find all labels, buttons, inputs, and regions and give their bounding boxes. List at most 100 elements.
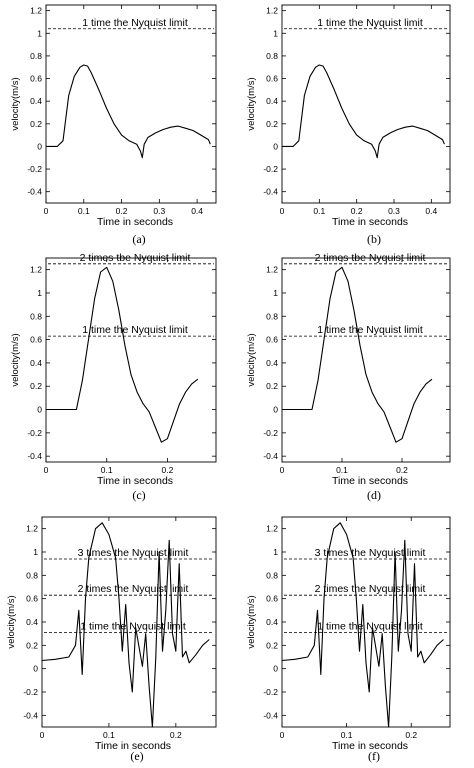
velocity-series-line bbox=[282, 64, 445, 159]
y-tick-label: 0.6 bbox=[30, 74, 42, 84]
x-axis-label: Time in seconds bbox=[95, 740, 171, 752]
y-tick-label: 0.4 bbox=[30, 358, 42, 368]
y-tick-label: 0.4 bbox=[266, 358, 278, 368]
panel-caption: (e) bbox=[130, 749, 143, 763]
velocity-series-line bbox=[281, 522, 444, 728]
y-axis-label: velocity(m/s) bbox=[10, 333, 21, 386]
x-tick-label: 0.1 bbox=[336, 465, 348, 475]
nyquist-limit-label: 1 time the Nyquist limit bbox=[317, 621, 423, 633]
x-tick-label: 0 bbox=[280, 206, 285, 216]
y-tick-label: 1 bbox=[273, 547, 278, 557]
nyquist-limit-label: 3 times the Nyquist limit bbox=[78, 547, 189, 559]
y-tick-label: 0.6 bbox=[266, 335, 278, 345]
y-tick-label: 0.2 bbox=[266, 381, 278, 391]
y-tick-label: -0.2 bbox=[23, 687, 38, 697]
y-tick-label: -0.4 bbox=[27, 451, 42, 461]
x-tick-label: 0.4 bbox=[425, 206, 437, 216]
y-tick-label: 0.8 bbox=[266, 311, 278, 321]
plot-frame bbox=[281, 4, 451, 204]
y-tick-label: 0 bbox=[37, 141, 42, 151]
velocity-series-line bbox=[46, 64, 211, 159]
x-axis-label: Time in seconds bbox=[97, 216, 173, 228]
x-tick-label: 0.4 bbox=[191, 206, 203, 216]
x-tick-label: 0.2 bbox=[162, 465, 174, 475]
y-axis-label: velocity(m/s) bbox=[246, 595, 257, 648]
y-tick-label: 0 bbox=[33, 664, 38, 674]
x-tick-label: 0 bbox=[44, 465, 49, 475]
y-tick-label: 0.8 bbox=[266, 51, 278, 61]
x-tick-label: 0.2 bbox=[351, 206, 363, 216]
y-tick-label: 1.2 bbox=[30, 265, 42, 275]
nyquist-limit-label: 1 time the Nyquist limit bbox=[80, 621, 186, 633]
y-tick-label: 0.2 bbox=[30, 381, 42, 391]
nyquist-limit-label: 1 time the Nyquist limit bbox=[82, 17, 188, 29]
y-tick-label: -0.2 bbox=[263, 164, 278, 174]
y-tick-label: 1.2 bbox=[26, 524, 38, 534]
y-tick-label: 1.2 bbox=[266, 265, 278, 275]
y-tick-label: 0.6 bbox=[30, 335, 42, 345]
x-tick-label: 0.2 bbox=[405, 730, 417, 740]
y-axis-label: velocity(m/s) bbox=[246, 77, 257, 130]
y-tick-label: -0.4 bbox=[27, 187, 42, 197]
y-tick-label: 0.2 bbox=[26, 640, 38, 650]
y-tick-label: 1.2 bbox=[266, 524, 278, 534]
plot-frame bbox=[45, 257, 217, 463]
nyquist-limit-label: 1 time the Nyquist limit bbox=[317, 324, 423, 336]
y-axis-label: velocity(m/s) bbox=[6, 595, 17, 648]
y-tick-label: 0.2 bbox=[266, 119, 278, 129]
x-tick-label: 0.1 bbox=[78, 206, 90, 216]
x-tick-label: 0 bbox=[280, 730, 285, 740]
y-tick-label: 0.6 bbox=[266, 594, 278, 604]
y-tick-label: 1.2 bbox=[266, 6, 278, 16]
x-axis-label: Time in seconds bbox=[332, 740, 408, 752]
x-tick-label: 0.2 bbox=[396, 465, 408, 475]
x-tick-label: 0.2 bbox=[116, 206, 128, 216]
plot-frame bbox=[45, 4, 217, 204]
x-axis-label: Time in seconds bbox=[332, 216, 408, 228]
nyquist-limit-label: 2 times tbe Nyquist limit bbox=[315, 252, 426, 264]
y-tick-label: -0.4 bbox=[263, 451, 278, 461]
y-tick-label: -0.4 bbox=[263, 710, 278, 720]
y-tick-label: 0 bbox=[273, 664, 278, 674]
y-tick-label: 1 bbox=[37, 288, 42, 298]
x-tick-label: 0 bbox=[280, 465, 285, 475]
y-axis-label: velocity(m/s) bbox=[10, 77, 21, 130]
y-tick-label: -0.2 bbox=[27, 428, 42, 438]
x-tick-label: 0 bbox=[40, 730, 45, 740]
y-tick-label: 0.4 bbox=[30, 96, 42, 106]
velocity-series-line bbox=[41, 522, 210, 728]
panel-caption: (d) bbox=[367, 488, 381, 502]
velocity-series-line bbox=[282, 266, 433, 443]
y-axis-label: velocity(m/s) bbox=[246, 333, 257, 386]
panel-caption: (b) bbox=[367, 232, 381, 246]
y-tick-label: 0.8 bbox=[266, 570, 278, 580]
x-tick-label: 0.1 bbox=[313, 206, 325, 216]
x-tick-label: 0.1 bbox=[101, 465, 113, 475]
x-tick-label: 0.2 bbox=[170, 730, 182, 740]
y-tick-label: -0.4 bbox=[23, 710, 38, 720]
y-tick-label: 0.4 bbox=[26, 617, 38, 627]
velocity-series-line bbox=[46, 266, 199, 443]
x-tick-label: 0 bbox=[44, 206, 49, 216]
y-tick-label: 0 bbox=[273, 405, 278, 415]
x-tick-label: 0.3 bbox=[388, 206, 400, 216]
panel-b: -0.4 -0.2 0 0.2 0.4 0.6 0.8 1 1.2 0 0.1 0.2 0.3 0.4 Ti… bbox=[246, 4, 451, 246]
y-tick-label: 0 bbox=[273, 141, 278, 151]
y-tick-label: 1 bbox=[273, 28, 278, 38]
x-tick-label: 0.3 bbox=[153, 206, 165, 216]
y-tick-label: 0.2 bbox=[266, 640, 278, 650]
y-tick-label: 0.4 bbox=[266, 96, 278, 106]
y-tick-label: -0.2 bbox=[263, 428, 278, 438]
panel-caption: (c) bbox=[132, 488, 145, 502]
y-tick-label: 1.2 bbox=[30, 6, 42, 16]
y-tick-label: 0.2 bbox=[30, 119, 42, 129]
y-tick-label: 0.6 bbox=[266, 74, 278, 84]
y-tick-label: 0.8 bbox=[26, 570, 38, 580]
y-tick-label: 0.4 bbox=[266, 617, 278, 627]
y-tick-label: 0.8 bbox=[30, 51, 42, 61]
y-tick-label: 1 bbox=[33, 547, 38, 557]
